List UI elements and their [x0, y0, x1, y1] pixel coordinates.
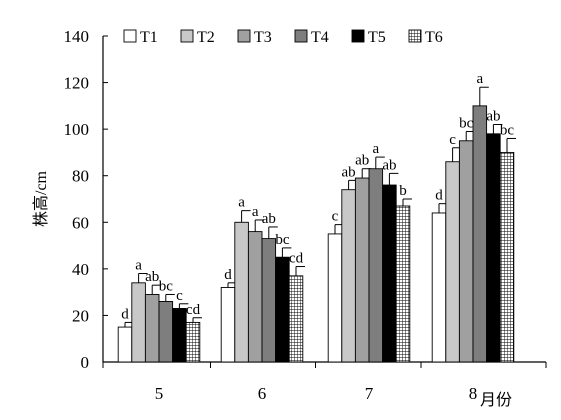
significance-label: ab	[145, 269, 159, 285]
significance-label: c	[449, 132, 456, 148]
bar-t5	[382, 184, 397, 363]
legend-label: T4	[311, 29, 329, 46]
significance-label: cd	[186, 302, 201, 318]
significance-label: bc	[500, 122, 515, 138]
y-tick-label: 80	[72, 167, 89, 186]
bar-t6	[185, 321, 201, 363]
significance-label: a	[238, 195, 245, 211]
significance-label: bc	[459, 115, 474, 131]
bar-t1	[220, 287, 236, 363]
significance-label: bc	[275, 232, 290, 248]
x-tick-label: 6	[258, 384, 267, 403]
significance-label: ab	[486, 108, 500, 124]
x-tick-label: 7	[365, 384, 374, 403]
bar-t3	[144, 294, 160, 363]
bar-t1	[431, 212, 447, 363]
significance-label: d	[224, 267, 232, 283]
significance-label: a	[372, 141, 379, 157]
x-tick-label: 8	[469, 384, 478, 403]
bar-t5	[486, 133, 501, 363]
bar-t5	[275, 256, 290, 363]
legend-swatch-t5	[351, 29, 365, 43]
bar-t4	[368, 168, 384, 363]
y-tick-label: 20	[72, 306, 89, 325]
bar-t2	[341, 189, 356, 363]
significance-label: bc	[159, 278, 174, 294]
legend-swatch-t2	[180, 29, 194, 43]
bar-t2	[131, 282, 146, 363]
bar-t5	[172, 307, 187, 363]
legend-label: T3	[254, 29, 272, 46]
y-tick-label: 100	[64, 120, 90, 139]
legend-swatch-t3	[237, 29, 251, 43]
bar-t3	[354, 177, 370, 363]
bar-t3	[458, 140, 474, 363]
x-axis-title: 月份	[480, 391, 512, 409]
axes: 0 20 40 60 80 100 120 140 5 6 7 8 月份 株高/cm	[32, 27, 547, 409]
legend-label: T6	[425, 29, 443, 46]
significance-label: ab	[355, 153, 369, 169]
significance-label: a	[135, 258, 142, 274]
legend-swatch-t6	[408, 29, 422, 43]
bar-t1	[117, 326, 133, 363]
legend-label: T2	[197, 29, 215, 46]
y-tick-label: 140	[64, 27, 90, 46]
bar-t2	[234, 221, 249, 363]
bar-t1	[327, 233, 343, 363]
significance-label: a	[476, 71, 483, 87]
bars	[117, 86, 516, 363]
bar-t6	[288, 275, 304, 363]
y-axis-title: 株高/cm	[32, 170, 50, 227]
legend: T1 T2 T3 T4 T5 T6	[123, 29, 443, 46]
bar-t6	[499, 151, 515, 363]
significance-label: d	[121, 306, 129, 322]
legend-label: T5	[368, 29, 386, 46]
x-tick-label: 5	[155, 384, 164, 403]
y-tick-label: 40	[72, 260, 89, 279]
significance-label: c	[176, 288, 183, 304]
legend-swatch-t4	[294, 29, 308, 43]
significance-label: b	[399, 183, 407, 199]
significance-label: d	[435, 188, 443, 204]
significance-label: ab	[262, 211, 276, 227]
bar-t4	[261, 238, 277, 363]
significance-label: ab	[382, 157, 396, 173]
bar-t6	[395, 205, 411, 363]
bar-t2	[445, 161, 460, 363]
significance-label: cd	[289, 251, 304, 267]
legend-swatch-t1	[123, 29, 137, 43]
bar-t4	[158, 301, 174, 363]
y-tick-label: 120	[64, 74, 90, 93]
y-tick-label: 60	[72, 213, 89, 232]
significance-label: a	[252, 204, 259, 220]
bar-t3	[247, 231, 263, 363]
significance-label: c	[332, 209, 339, 225]
significance-label: ab	[342, 164, 356, 180]
bar-t4	[472, 105, 488, 363]
legend-label: T1	[140, 29, 158, 46]
y-tick-label: 0	[81, 353, 90, 372]
